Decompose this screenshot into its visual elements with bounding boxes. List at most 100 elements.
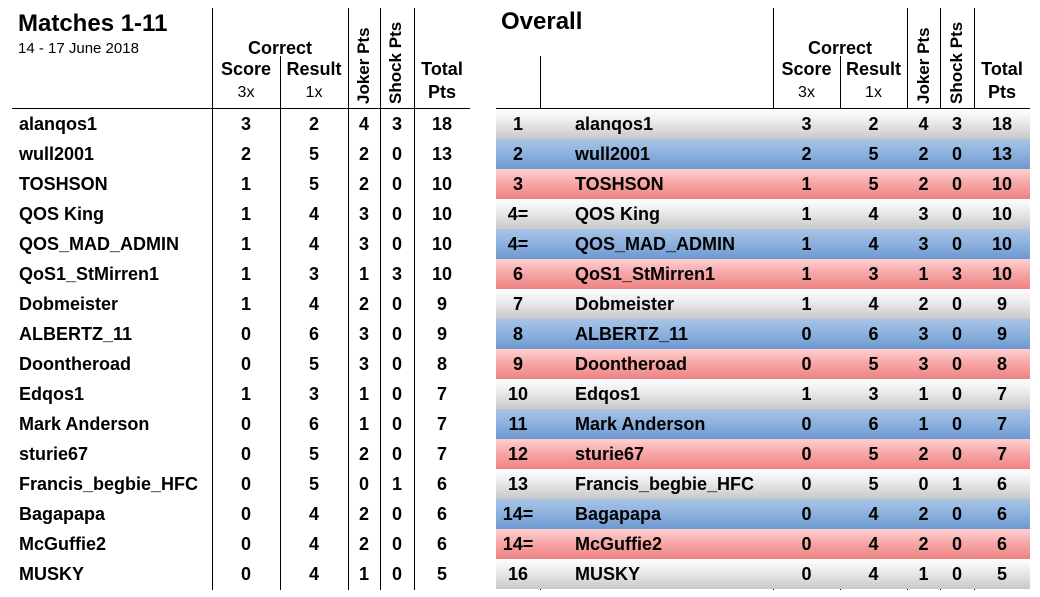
player-name: Bagapapa bbox=[19, 504, 106, 524]
header-total: Total bbox=[421, 59, 463, 79]
joker-points: 1 bbox=[358, 384, 369, 404]
player-name: wull2001 bbox=[575, 144, 651, 164]
joker-points: 1 bbox=[918, 414, 929, 434]
total-points: 10 bbox=[431, 234, 453, 254]
player-name: Mark Anderson bbox=[575, 414, 706, 434]
total-points: 7 bbox=[996, 384, 1007, 404]
table-row: 7 Dobmeister 1 4 2 0 9 bbox=[496, 289, 1030, 319]
player-name: TOSHSON bbox=[19, 174, 108, 194]
joker-points: 4 bbox=[918, 114, 929, 134]
table-row: Mark Anderson 0 6 1 0 7 bbox=[12, 409, 470, 439]
table-row: 12 sturie67 0 5 2 0 7 bbox=[496, 439, 1030, 469]
correct-result-count: 3 bbox=[868, 264, 879, 284]
table-row: 2 wull2001 2 5 2 0 13 bbox=[496, 139, 1030, 169]
table-row: TOSHSON 1 5 2 0 10 bbox=[12, 169, 470, 199]
matches-table-panel: Matches 1-11 14 - 17 June 2018 Correct S… bbox=[0, 0, 470, 597]
position-rank: 16 bbox=[507, 564, 529, 584]
correct-score-count: 0 bbox=[801, 564, 812, 584]
table-row: 4= QOS_MAD_ADMIN 1 4 3 0 10 bbox=[496, 229, 1030, 259]
total-points: 10 bbox=[431, 204, 453, 224]
column-divider bbox=[280, 56, 281, 590]
joker-points: 1 bbox=[918, 264, 929, 284]
joker-points: 4 bbox=[358, 114, 369, 134]
total-points: 10 bbox=[991, 264, 1013, 284]
player-name: alanqos1 bbox=[575, 114, 654, 134]
correct-score-count: 0 bbox=[801, 354, 812, 374]
header-result-multiplier: 1x bbox=[865, 84, 882, 101]
correct-score-count: 0 bbox=[801, 414, 812, 434]
player-name: Edqos1 bbox=[575, 384, 641, 404]
correct-result-count: 5 bbox=[308, 144, 319, 164]
shock-points: 0 bbox=[391, 414, 402, 434]
table-row: QOS King 1 4 3 0 10 bbox=[12, 199, 470, 229]
shock-points: 0 bbox=[951, 504, 962, 524]
total-points: 8 bbox=[436, 354, 447, 374]
total-points: 6 bbox=[996, 474, 1007, 494]
correct-score-count: 1 bbox=[801, 264, 812, 284]
table-row: 14= Bagapapa 0 4 2 0 6 bbox=[496, 499, 1030, 529]
joker-points: 2 bbox=[918, 534, 929, 554]
player-name: TOSHSON bbox=[575, 174, 664, 194]
table-row: wull2001 2 5 2 0 13 bbox=[12, 139, 470, 169]
table-row: Francis_begbie_HFC 0 5 0 1 6 bbox=[12, 469, 470, 499]
joker-points: 3 bbox=[918, 204, 929, 224]
column-divider bbox=[414, 8, 415, 590]
shock-points: 0 bbox=[391, 384, 402, 404]
player-name: Francis_begbie_HFC bbox=[19, 474, 199, 494]
correct-score-count: 1 bbox=[240, 264, 251, 284]
player-name: ALBERTZ_11 bbox=[19, 324, 133, 344]
header-pts: Pts bbox=[987, 82, 1016, 102]
correct-score-count: 0 bbox=[240, 504, 251, 524]
correct-score-count: 0 bbox=[240, 414, 251, 434]
table-row: Dobmeister 1 4 2 0 9 bbox=[12, 289, 470, 319]
player-name: Dobmeister bbox=[575, 294, 675, 314]
correct-result-count: 4 bbox=[868, 534, 879, 554]
header-joker-pts: Joker Pts bbox=[914, 27, 933, 104]
joker-points: 2 bbox=[918, 174, 929, 194]
matches-date-range: 14 - 17 June 2018 bbox=[18, 40, 139, 57]
table-row: 14= McGuffie2 0 4 2 0 6 bbox=[496, 529, 1030, 559]
correct-result-count: 6 bbox=[308, 324, 319, 344]
header-correct: Correct bbox=[807, 38, 873, 58]
correct-result-count: 5 bbox=[308, 354, 319, 374]
total-points: 7 bbox=[996, 444, 1007, 464]
correct-result-count: 5 bbox=[308, 474, 319, 494]
joker-points: 1 bbox=[358, 264, 369, 284]
correct-result-count: 4 bbox=[868, 294, 879, 314]
header-result-multiplier: 1x bbox=[305, 84, 323, 101]
total-points: 7 bbox=[436, 444, 447, 464]
shock-points: 0 bbox=[391, 294, 402, 314]
joker-points: 0 bbox=[918, 474, 929, 494]
player-name: MUSKY bbox=[575, 564, 641, 584]
correct-result-count: 5 bbox=[868, 144, 879, 164]
player-name: QoS1_StMirren1 bbox=[19, 264, 160, 284]
header-correct: Correct bbox=[247, 38, 313, 58]
joker-points: 2 bbox=[918, 504, 929, 524]
shock-points: 3 bbox=[391, 114, 402, 134]
table-row: 8 ALBERTZ_11 0 6 3 0 9 bbox=[496, 319, 1030, 349]
correct-score-count: 1 bbox=[240, 174, 251, 194]
total-points: 6 bbox=[436, 534, 447, 554]
correct-score-count: 3 bbox=[801, 114, 812, 134]
correct-result-count: 4 bbox=[868, 564, 879, 584]
position-rank: 14= bbox=[502, 534, 534, 554]
position-rank: 9 bbox=[512, 354, 523, 374]
shock-points: 0 bbox=[391, 504, 402, 524]
position-rank: 13 bbox=[507, 474, 529, 494]
player-name: Mark Anderson bbox=[19, 414, 150, 434]
joker-points: 1 bbox=[358, 564, 369, 584]
table-row: 11 Mark Anderson 0 6 1 0 7 bbox=[496, 409, 1030, 439]
table-row: QoS1_StMirren1 1 3 1 3 10 bbox=[12, 259, 470, 289]
correct-score-count: 0 bbox=[240, 534, 251, 554]
overall-table-panel: Overall Correct Score Result 3x 1x Joker… bbox=[490, 0, 1040, 597]
joker-points: 2 bbox=[358, 144, 369, 164]
header-joker-pts: Joker Pts bbox=[354, 27, 373, 104]
shock-points: 0 bbox=[951, 444, 962, 464]
correct-result-count: 3 bbox=[308, 384, 319, 404]
correct-score-count: 1 bbox=[240, 294, 251, 314]
correct-result-count: 4 bbox=[868, 504, 879, 524]
player-name: alanqos1 bbox=[19, 114, 98, 134]
total-points: 9 bbox=[436, 324, 447, 344]
player-name: sturie67 bbox=[19, 444, 89, 464]
joker-points: 2 bbox=[358, 534, 369, 554]
